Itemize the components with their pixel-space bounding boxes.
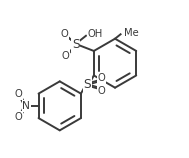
Text: O: O (15, 89, 23, 100)
Text: OH: OH (88, 29, 103, 39)
Text: O: O (60, 29, 68, 39)
Text: O: O (97, 86, 105, 96)
Text: S: S (72, 38, 79, 51)
Text: Me: Me (124, 28, 139, 38)
Text: O: O (97, 73, 105, 83)
Text: S: S (84, 78, 91, 91)
Text: O: O (15, 112, 23, 122)
Text: N: N (22, 101, 30, 111)
Text: O: O (61, 51, 69, 61)
